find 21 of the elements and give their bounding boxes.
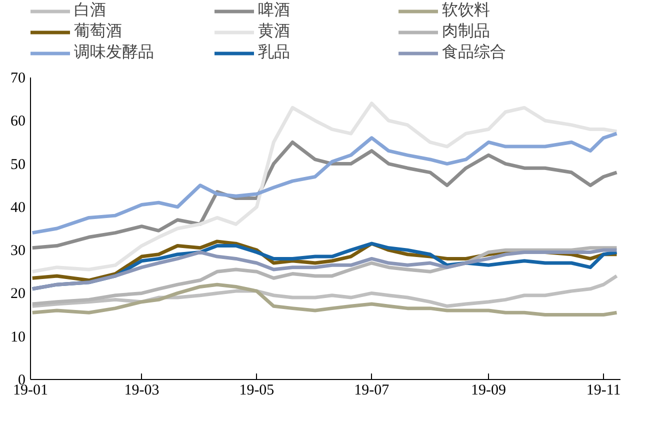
x-tick-label: 19-11 (586, 382, 621, 398)
y-tick-label: 50 (10, 156, 26, 173)
legend-label: 食品综合 (442, 42, 507, 63)
x-tick-label: 19-03 (124, 382, 160, 398)
x-tick-label: 19-07 (354, 382, 390, 398)
legend-label: 葡萄酒 (74, 22, 123, 42)
x-tick-label: 19-05 (239, 382, 274, 398)
legend-label: 乳品 (258, 43, 291, 63)
legend-label: 软饮料 (442, 0, 491, 21)
legend-label: 黄酒 (258, 22, 291, 42)
y-tick-label: 60 (10, 114, 26, 130)
y-tick-label: 70 (10, 70, 26, 86)
y-tick-label: 10 (10, 329, 26, 346)
y-tick-label: 40 (10, 200, 26, 216)
y-tick-label: 30 (10, 243, 26, 260)
x-tick-label: 19-09 (471, 382, 506, 398)
legend-label: 白酒 (74, 1, 107, 21)
y-tick-label: 20 (10, 286, 26, 302)
legend-label: 肉制品 (442, 22, 491, 42)
legend-label: 啤酒 (258, 0, 291, 21)
legend-label: 调味发酵品 (74, 42, 155, 63)
